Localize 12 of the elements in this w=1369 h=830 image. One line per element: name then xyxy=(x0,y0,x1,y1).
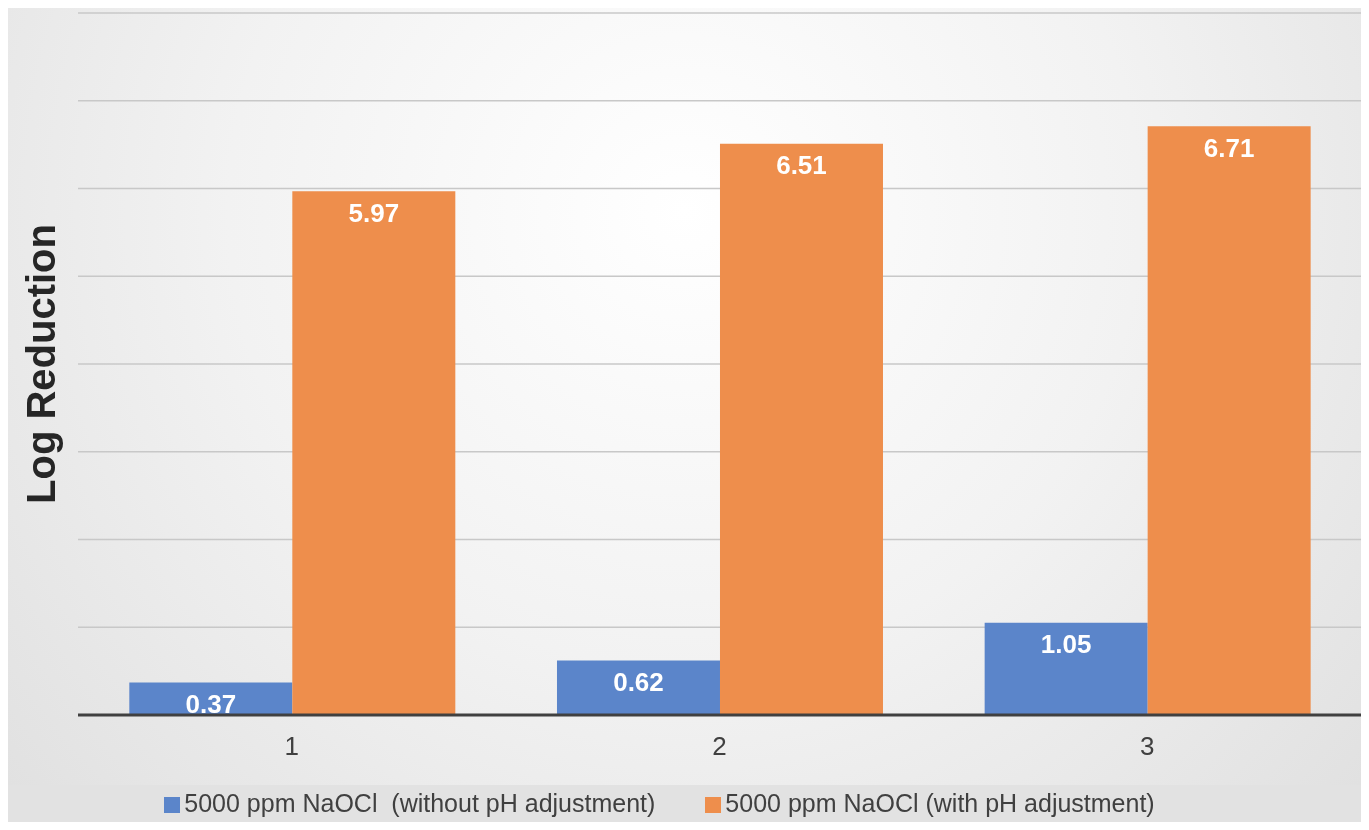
legend-label: 5000 ppm NaOCl (without pH adjustment) xyxy=(184,789,656,817)
x-tick-label: 1 xyxy=(284,731,300,762)
data-label: 0.62 xyxy=(613,667,664,698)
data-label: 5.97 xyxy=(348,197,400,228)
data-label: 6.71 xyxy=(1203,132,1255,163)
legend-label: 5000 ppm NaOCl (with pH adjustment) xyxy=(725,789,1155,817)
y-axis-title: Log Reduction xyxy=(19,224,64,504)
data-label: 1.05 xyxy=(1040,629,1092,660)
data-label: 6.51 xyxy=(776,150,827,181)
x-tick-label: 3 xyxy=(1139,731,1155,762)
x-tick-label: 2 xyxy=(712,731,727,762)
data-label: 0.37 xyxy=(185,688,237,719)
